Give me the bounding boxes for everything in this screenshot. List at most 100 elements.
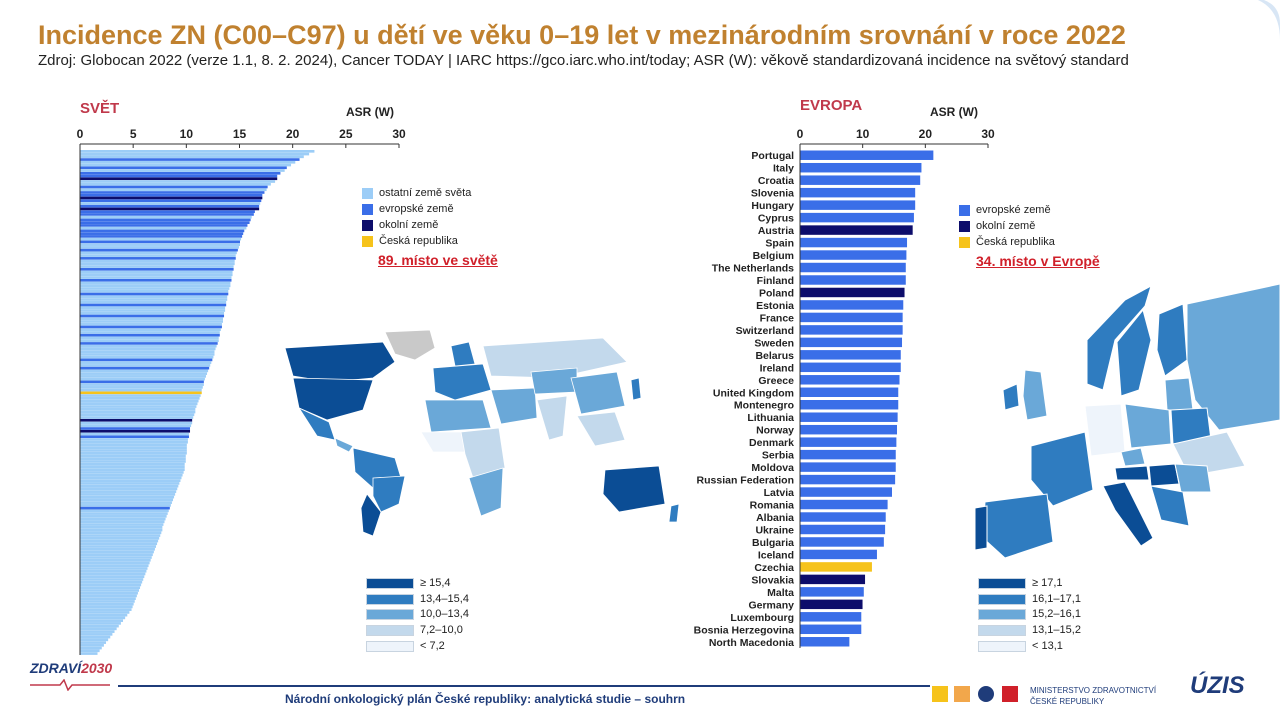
bar (800, 462, 896, 472)
footer-divider (118, 685, 930, 687)
x-tick-label: 25 (339, 127, 353, 141)
map-baltics (1164, 377, 1194, 411)
bar (80, 652, 98, 655)
bar (80, 333, 220, 337)
bar (80, 394, 201, 397)
bar (80, 542, 158, 546)
bar (80, 166, 287, 170)
bar (800, 362, 901, 373)
bar (80, 608, 132, 611)
scale-swatch (978, 593, 1026, 605)
category-label: Luxembourg (730, 612, 794, 624)
category-label: Malta (767, 587, 794, 599)
bar (80, 644, 104, 647)
bar (80, 410, 196, 414)
bar (80, 202, 261, 205)
bar (80, 487, 178, 491)
map-norway (1086, 284, 1152, 391)
bar (80, 169, 285, 172)
bar (80, 163, 292, 167)
bar (80, 259, 235, 263)
category-label: Montenegro (734, 400, 794, 412)
bar (80, 553, 153, 557)
bar (80, 180, 276, 183)
europe-rank-note: 34. místo v Evropě (976, 253, 1100, 269)
europe-legend-item: okolní země (959, 220, 1035, 232)
bar (80, 158, 300, 161)
bar (80, 624, 119, 628)
bar (80, 383, 204, 386)
bar (80, 476, 182, 480)
bar (80, 558, 151, 562)
bar (80, 531, 162, 535)
bar (80, 440, 188, 444)
bar (80, 243, 240, 246)
logo-number: 2030 (81, 660, 113, 676)
bar (800, 325, 903, 335)
bar (800, 200, 916, 210)
map-czechia (1120, 447, 1146, 467)
category-label: Greece (758, 375, 794, 387)
map-sweden (1116, 308, 1152, 397)
bar (800, 512, 886, 522)
bar (80, 407, 196, 411)
bar (80, 567, 148, 570)
bar (80, 547, 155, 551)
bar (80, 495, 175, 499)
bar (80, 292, 229, 296)
legend-swatch (362, 203, 373, 215)
category-label: Bulgaria (752, 537, 794, 549)
scale-label: < 7,2 (420, 640, 445, 652)
bar (80, 221, 250, 225)
bar (800, 624, 862, 635)
bar (80, 462, 185, 466)
scale-label: 13,4–15,4 (420, 593, 469, 605)
europe-scale-item: 13,1–15,2 (978, 624, 1081, 636)
bar (80, 150, 315, 153)
bar (80, 432, 189, 436)
map-uk (1022, 369, 1048, 421)
bar (80, 498, 174, 502)
category-label: Ireland (760, 362, 794, 374)
x-tick-label: 10 (180, 127, 194, 141)
bar (80, 580, 143, 584)
category-label: Belgium (753, 250, 794, 262)
bar (80, 484, 179, 488)
bar (80, 561, 150, 565)
europe-scale-item: 15,2–16,1 (978, 608, 1081, 620)
bar (80, 391, 202, 395)
bar (80, 300, 227, 304)
bar (80, 586, 141, 590)
legend-swatch (362, 235, 373, 247)
map-romania (1174, 463, 1212, 493)
x-tick-label: 0 (77, 127, 84, 141)
bar (80, 366, 210, 370)
bar (80, 254, 236, 257)
legend-label: evropské země (976, 204, 1051, 216)
bar (80, 388, 202, 392)
bar (80, 616, 126, 620)
bar (800, 412, 898, 422)
category-label: Lithuania (747, 412, 794, 424)
world-bar-chart: 0 5 10 15 20 25 30 (77, 127, 406, 655)
bar (80, 224, 248, 227)
bar (80, 517, 166, 521)
bar (80, 278, 232, 282)
world-scale-item: 13,4–15,4 (366, 593, 469, 605)
map-spain (982, 493, 1054, 559)
bar (800, 275, 906, 285)
bar (800, 587, 864, 597)
bar (80, 633, 113, 636)
legend-swatch (959, 220, 970, 232)
map-russia (482, 337, 628, 379)
logo-text: ZDRAVÍ (30, 660, 82, 676)
scale-swatch (366, 577, 414, 589)
category-label: Ukraine (755, 524, 794, 536)
bar (80, 451, 187, 455)
bar (800, 262, 906, 273)
x-tick-label: 0 (797, 127, 804, 141)
bar (80, 229, 245, 233)
europe-axis-title: ASR (W) (930, 105, 978, 119)
bar (80, 311, 225, 315)
bar (80, 342, 218, 345)
